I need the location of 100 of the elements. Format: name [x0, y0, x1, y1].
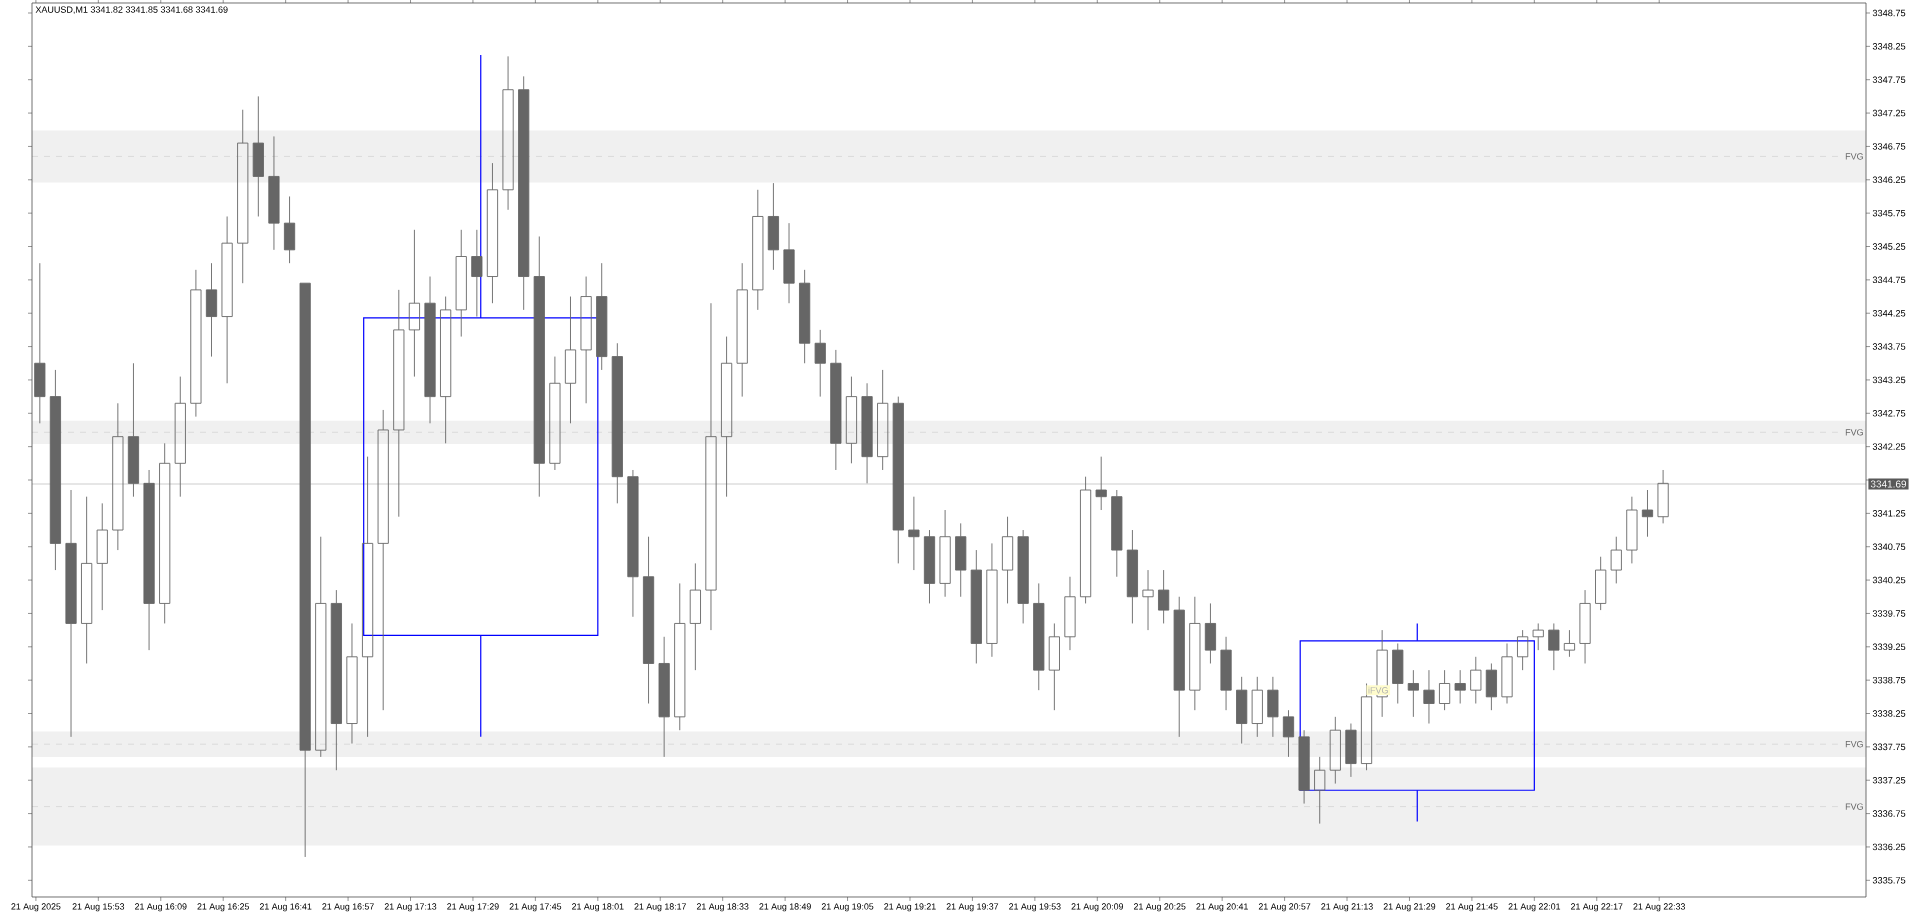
- candlestick: [705, 302, 717, 631]
- candlestick: [1001, 516, 1014, 604]
- candlestick: [861, 382, 873, 484]
- candlestick: [268, 135, 280, 251]
- candlestick: [1407, 669, 1419, 718]
- candlestick: [346, 623, 358, 744]
- candlestick: [455, 229, 467, 338]
- candlestick: [1657, 469, 1669, 524]
- candlestick: [502, 55, 514, 211]
- x-tick-label: 21 Aug 19:37: [946, 903, 999, 912]
- x-tick-label: 21 Aug 21:29: [1383, 903, 1436, 912]
- candlestick: [814, 329, 826, 398]
- candlestick: [1220, 636, 1232, 711]
- candlestick: [970, 549, 982, 664]
- y-tick-label: 3344.75: [1872, 276, 1906, 284]
- y-tick-label: 3343.75: [1872, 343, 1906, 350]
- y-tick-label: 3341.25: [1872, 510, 1906, 517]
- y-tick-label: 3342.75: [1872, 410, 1906, 417]
- candlestick: [1204, 602, 1217, 664]
- x-tick-label: 21 Aug 17:29: [447, 903, 499, 912]
- x-tick-label: 21 Aug 22:17: [1571, 903, 1623, 912]
- candlestick: [1298, 729, 1310, 805]
- candlestick: [1111, 489, 1123, 578]
- y-tick-label: 3348.25: [1872, 43, 1906, 50]
- x-tick-label: 21 Aug 15:53: [72, 903, 125, 912]
- candlestick: [221, 216, 233, 384]
- y-tick-label: 3339.25: [1872, 643, 1906, 651]
- candlestick: [1251, 676, 1263, 738]
- candlestick: [1485, 663, 1498, 711]
- candlestick: [564, 296, 577, 424]
- candlestick: [34, 262, 46, 424]
- candlestick: [1314, 756, 1326, 825]
- candlestick: [1126, 529, 1139, 624]
- candlestick: [440, 296, 452, 444]
- candlestick: [49, 369, 62, 571]
- candlestick: [830, 349, 842, 471]
- x-tick-label: 21 Aug 16:57: [322, 903, 374, 912]
- candlestick: [1626, 496, 1638, 564]
- candlestick: [112, 402, 124, 551]
- y-tick-label: 3338.25: [1872, 710, 1906, 717]
- x-tick-label: 21 Aug 21:45: [1446, 903, 1498, 912]
- x-tick-label: 21 Aug 18:33: [696, 903, 749, 912]
- candlestick: [1329, 716, 1341, 785]
- candlestick: [205, 262, 218, 358]
- candlestick: [1501, 643, 1513, 704]
- candlestick: [689, 562, 701, 671]
- candlestick: [486, 162, 499, 304]
- candlestick: [1048, 623, 1060, 711]
- x-tick-label: 21 Aug 18:01: [572, 903, 624, 912]
- x-tick-label: 21 Aug 17:13: [384, 903, 437, 912]
- candlestick: [799, 269, 811, 364]
- x-tick-label: 21 Aug 20:41: [1196, 903, 1248, 912]
- x-tick-label: 21 Aug 16:25: [197, 903, 249, 912]
- candlestick: [1173, 596, 1185, 738]
- x-tick-label: 21 Aug 18:49: [759, 903, 811, 912]
- candlestick: [252, 95, 264, 217]
- y-tick-label: 3345.25: [1872, 243, 1906, 250]
- candlestick: [283, 196, 296, 264]
- candlestick: [845, 376, 858, 464]
- candlestick: [127, 362, 140, 498]
- candlestick: [1610, 536, 1622, 584]
- candlestick: [1548, 623, 1560, 671]
- candlestick: [81, 496, 93, 664]
- candlestick: [174, 376, 186, 498]
- y-tick-label: 3342.25: [1872, 443, 1906, 450]
- y-tick-label: 3339.75: [1872, 610, 1906, 617]
- candlestick: [1158, 569, 1170, 624]
- y-tick-label: 3336.75: [1872, 810, 1906, 817]
- candlestick: [190, 269, 202, 418]
- x-tick-label: 21 Aug 16:09: [135, 903, 187, 912]
- candlestick: [315, 536, 327, 758]
- x-tick-label: 21 Aug 22:33: [1633, 903, 1685, 912]
- y-tick-label: 3336.25: [1872, 843, 1906, 851]
- candlestick: [767, 182, 780, 271]
- y-tick-label: 3337.75: [1872, 743, 1906, 751]
- candlestick: [96, 502, 108, 611]
- candlestick: [361, 456, 374, 738]
- band-label: FVG: [1845, 153, 1863, 160]
- y-tick-label: 3335.75: [1872, 877, 1906, 884]
- y-tick-label: 3340.25: [1872, 576, 1906, 584]
- x-tick-label: 21 Aug 19:53: [1009, 903, 1061, 912]
- candlestick: [237, 109, 249, 284]
- candlestick: [1438, 669, 1451, 711]
- candlestick: [1095, 456, 1107, 511]
- x-tick-label: 21 Aug 19:05: [821, 903, 874, 912]
- candlestick: [330, 589, 342, 771]
- candlestick: [1641, 489, 1654, 538]
- candlestick: [923, 529, 936, 604]
- y-tick-label: 3346.75: [1872, 143, 1906, 150]
- candlestick: [1236, 676, 1248, 744]
- candlestick: [549, 356, 561, 471]
- y-tick-label: 3338.75: [1872, 676, 1906, 684]
- candlestick: [892, 396, 904, 564]
- y-tick-label: 3346.25: [1872, 176, 1906, 184]
- candlestick: [424, 276, 436, 424]
- candlestick: [1423, 669, 1435, 724]
- candlestick: [377, 409, 389, 711]
- candlestick: [65, 489, 77, 738]
- candlestick: [1064, 576, 1076, 651]
- x-tick-label: 21 Aug 20:09: [1071, 903, 1124, 912]
